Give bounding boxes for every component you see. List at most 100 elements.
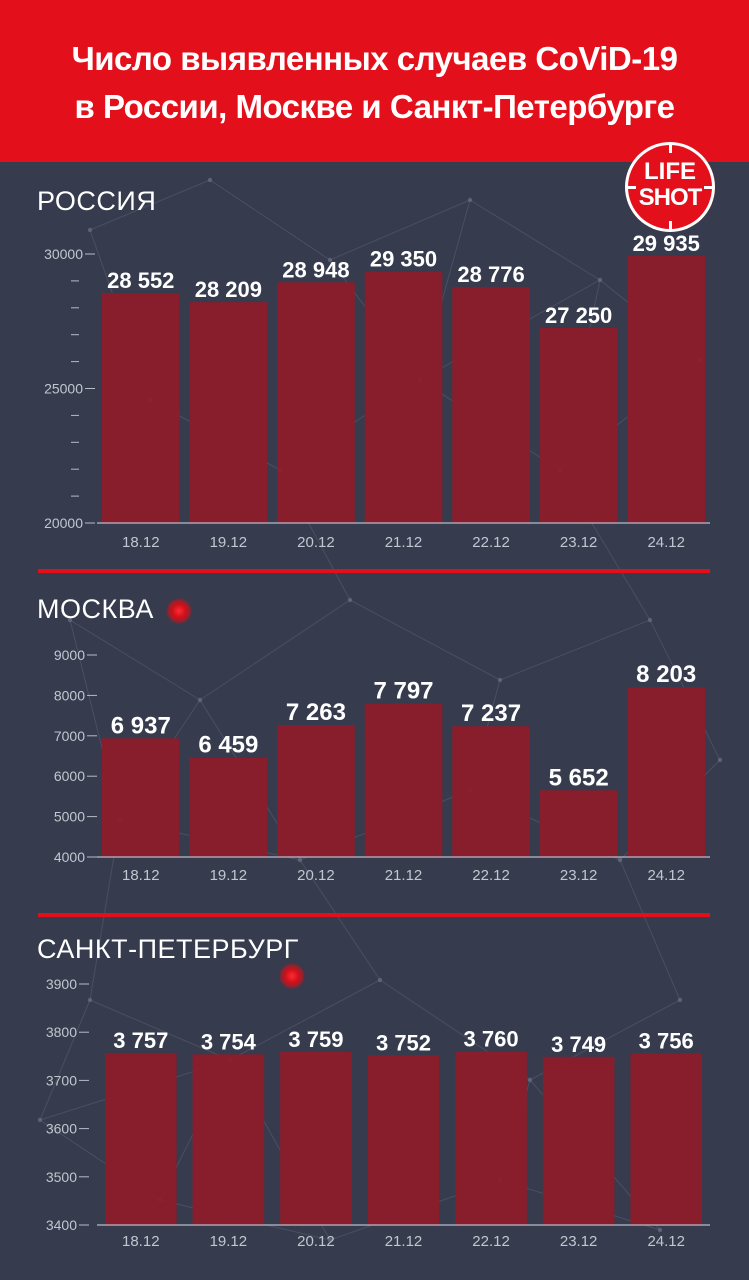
- network-node: [467, 197, 473, 203]
- data-label: 28 948: [282, 257, 349, 282]
- x-tick-label: 22.12: [472, 1233, 510, 1250]
- x-tick-label: 23.12: [560, 1233, 598, 1250]
- x-tick-label: 20.12: [297, 867, 335, 884]
- moscow-chart-title: МОСКВА: [37, 594, 154, 624]
- x-tick-label: 19.12: [210, 1233, 248, 1250]
- x-tick-label: 22.12: [472, 534, 510, 551]
- bar-22.12: [452, 726, 530, 857]
- x-tick-label: 18.12: [122, 534, 160, 551]
- data-label: 29 935: [633, 231, 700, 256]
- network-node: [677, 997, 683, 1003]
- bar-19.12: [189, 302, 268, 523]
- bar-20.12: [280, 1051, 352, 1225]
- data-label: 8 203: [636, 661, 696, 688]
- y-tick-label: 8000: [54, 687, 85, 703]
- logo-tick-bottom: [669, 221, 672, 229]
- logo-text-life: LIFE: [644, 158, 696, 185]
- network-node: [207, 177, 213, 183]
- spb-bar-chart: 3400 3500 3600 3700 3800 3900 18.12 19.12 20.12 2…: [46, 976, 710, 1250]
- page-title-line-1: Число выявленных случаев CoViD-19: [71, 40, 678, 77]
- network-node: [347, 597, 353, 603]
- data-label: 7 263: [286, 699, 346, 726]
- lifeshot-logo: LIFE SHOT: [625, 142, 715, 232]
- network-node: [327, 257, 333, 263]
- network-line: [299, 859, 381, 981]
- x-tick-label: 18.12: [122, 1233, 160, 1250]
- logo-tick-right: [704, 186, 712, 189]
- y-tick-label: 6000: [54, 768, 85, 784]
- network-node: [87, 997, 93, 1003]
- x-tick-label: 23.12: [560, 867, 598, 884]
- x-tick-label: 23.12: [560, 534, 598, 551]
- y-tick-label: 30000: [44, 246, 83, 262]
- y-tick-label: 3400: [46, 1217, 77, 1233]
- network-line: [89, 179, 211, 231]
- spb-chart-title: САНКТ-ПЕТЕРБУРГ: [37, 934, 299, 964]
- data-label: 7 237: [461, 700, 521, 727]
- network-line: [619, 859, 681, 1001]
- x-tick-label: 21.12: [385, 867, 423, 884]
- network-line: [69, 619, 201, 701]
- bar-23.12: [542, 1056, 615, 1225]
- network-node: [327, 1237, 333, 1243]
- data-label: 3 759: [288, 1027, 343, 1052]
- header-banner: Число выявленных случаев CoViD-19 в Росс…: [0, 0, 749, 162]
- x-tick-label: 21.12: [385, 534, 423, 551]
- network-line: [39, 999, 91, 1121]
- bar-18.12: [102, 292, 180, 523]
- network-node: [647, 617, 653, 623]
- moscow-bar-chart: 4000 5000 6000 7000 8000 9000 18.12 19.12 20.12 2…: [54, 647, 710, 884]
- y-tick-label: 25000: [44, 381, 83, 397]
- x-tick-label: 22.12: [472, 867, 510, 884]
- network-node: [717, 757, 723, 763]
- bar-24.12: [627, 687, 705, 857]
- y-tick-label: 4000: [54, 849, 85, 865]
- bar-21.12: [367, 1055, 440, 1225]
- logo-text-shot: SHOT: [638, 184, 703, 211]
- x-tick-label: 20.12: [297, 1233, 335, 1250]
- network-node: [617, 857, 623, 863]
- page-title-line-2: в России, Москве и Санкт-Петербурге: [74, 88, 675, 125]
- x-tick-label: 24.12: [647, 867, 685, 884]
- data-label: 29 350: [370, 246, 437, 271]
- section-divider-2: [38, 913, 710, 917]
- network-node: [657, 1227, 663, 1233]
- network-node: [197, 697, 203, 703]
- bar-19.12: [189, 757, 268, 857]
- x-tick-label: 19.12: [210, 867, 248, 884]
- bar-23.12: [539, 327, 618, 523]
- data-label: 3 752: [376, 1030, 431, 1055]
- bar-21.12: [364, 703, 443, 857]
- network-line: [329, 199, 471, 261]
- network-line: [349, 599, 501, 681]
- data-label: 3 757: [113, 1028, 168, 1053]
- network-line: [209, 179, 331, 261]
- y-tick-label: 3700: [46, 1072, 77, 1088]
- x-tick-label: 24.12: [647, 1233, 685, 1250]
- x-tick-label: 21.12: [385, 1233, 423, 1250]
- y-tick-label: 7000: [54, 728, 85, 744]
- network-line: [499, 619, 651, 681]
- network-node: [497, 677, 503, 683]
- data-label: 27 250: [545, 303, 612, 328]
- bar-24.12: [627, 255, 705, 523]
- data-label: 3 754: [201, 1029, 257, 1054]
- bar-19.12: [192, 1054, 265, 1225]
- bar-18.12: [102, 738, 180, 857]
- y-tick-label: 5000: [54, 809, 85, 825]
- data-label: 6 937: [111, 712, 171, 739]
- network-line: [199, 599, 351, 701]
- data-label: 6 459: [198, 732, 258, 759]
- data-label: 3 760: [464, 1026, 519, 1051]
- x-tick-label: 20.12: [297, 534, 335, 551]
- network-node: [597, 277, 603, 283]
- network-node: [37, 1117, 43, 1123]
- y-tick-label: 3900: [46, 976, 77, 992]
- bar-18.12: [105, 1052, 177, 1225]
- data-label: 28 552: [107, 268, 174, 293]
- network-line: [469, 199, 601, 281]
- section-divider-1: [38, 569, 710, 573]
- x-tick-label: 19.12: [210, 534, 248, 551]
- data-label: 7 797: [373, 678, 433, 705]
- bar-23.12: [539, 790, 618, 857]
